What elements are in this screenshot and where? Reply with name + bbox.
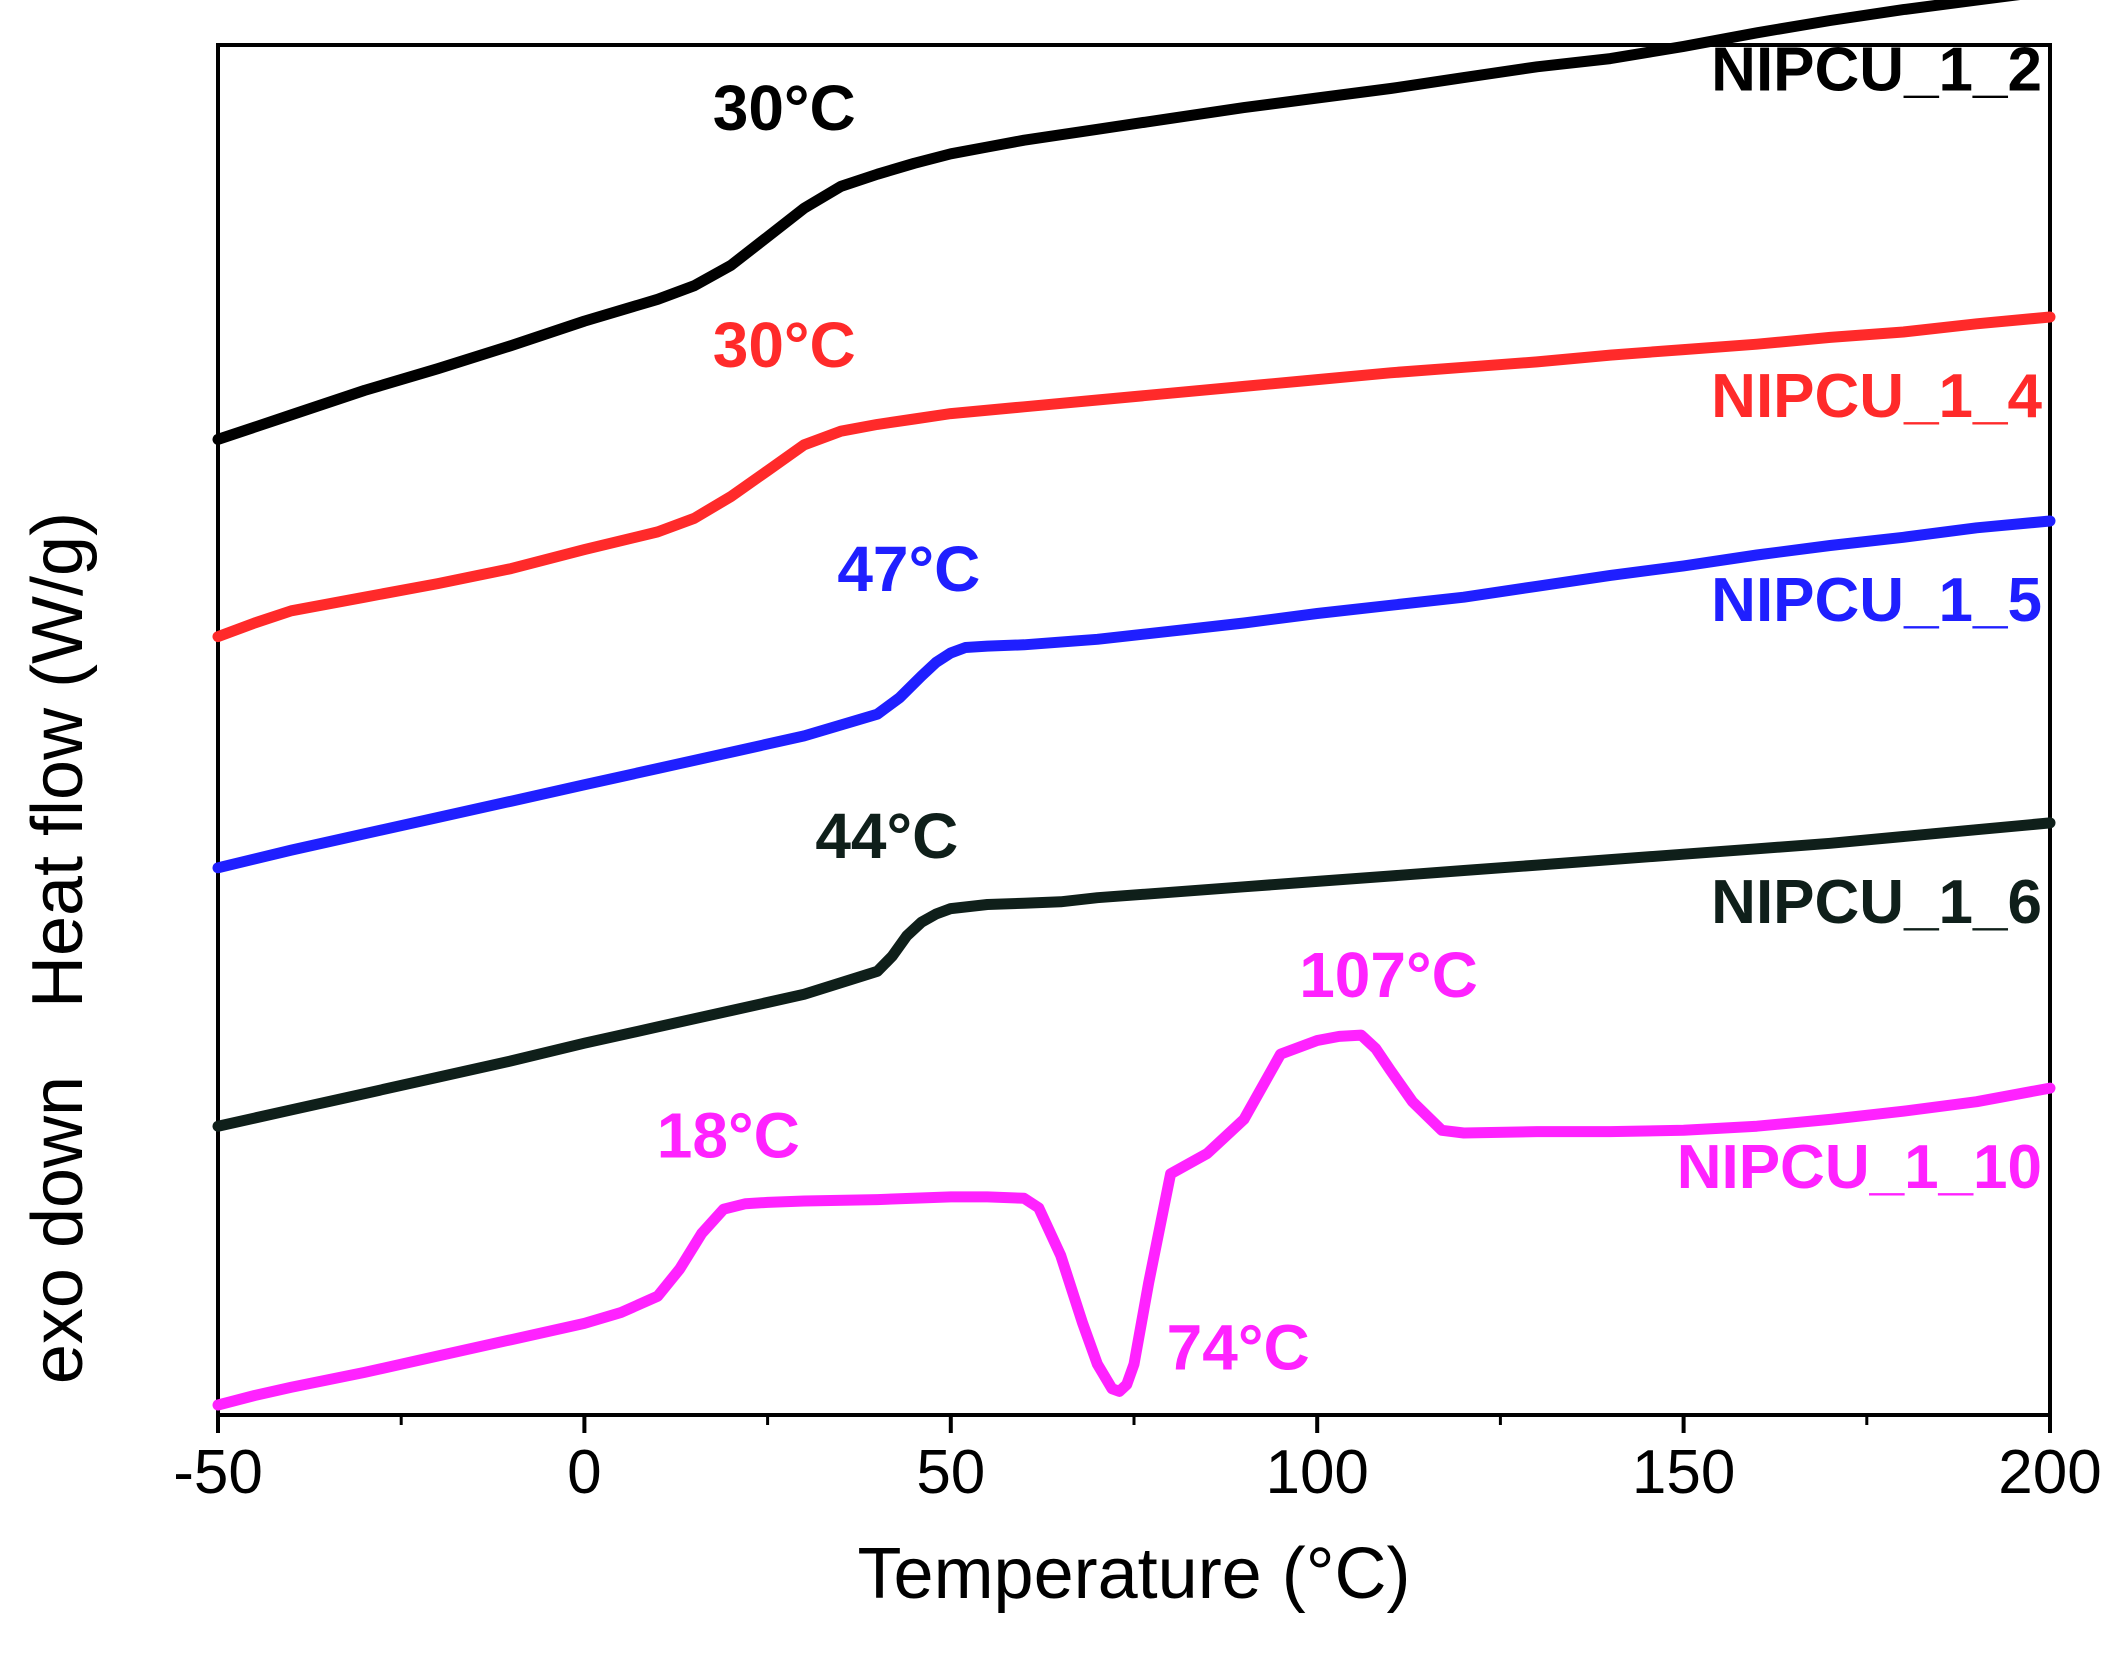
y-axis-exo-label: exo down (18, 1076, 98, 1384)
series-label-nipcu-1-6: NIPCU_1_6 (1711, 868, 2042, 937)
x-tick-label: 100 (1265, 1438, 1368, 1507)
x-axis-ticks: -50 0 50 100 150 200 (173, 1415, 2102, 1507)
series-line-nipcu-1-2 (212, 0, 2021, 445)
series-label-nipcu-1-4: NIPCU_1_4 (1711, 362, 2042, 431)
series-label-nipcu-1-10: NIPCU_1_10 (1677, 1133, 2042, 1202)
series-label-nipcu-1-5: NIPCU_1_5 (1711, 566, 2042, 635)
annotation-nipcu-1-10-74-c: 74°C (1167, 1312, 1310, 1384)
series-line-nipcu-1-5 (212, 515, 2056, 874)
x-tick-label: -50 (173, 1438, 263, 1507)
annotation-nipcu-1-2-30-c: 30°C (713, 72, 856, 144)
x-tick-label: 150 (1632, 1438, 1735, 1507)
series-line-nipcu-1-4 (212, 311, 2056, 643)
series-layer (212, 0, 2056, 1411)
x-tick-label: 200 (1998, 1438, 2101, 1507)
x-tick-label: 50 (916, 1438, 985, 1507)
annotation-nipcu-1-5-47-c: 47°C (837, 533, 980, 605)
x-axis-title: Temperature (°C) (858, 1534, 1411, 1614)
annotation-nipcu-1-4-30-c: 30°C (713, 309, 856, 381)
series-line-nipcu-1-6 (212, 817, 2056, 1132)
annotation-layer: NIPCU_1_2 NIPCU_1_4 NIPCU_1_5 NIPCU_1_6 NIPC… (657, 36, 2043, 1384)
y-axis-title: Heat flow (W/g) (18, 512, 98, 1008)
annotation-nipcu-1-6-44-c: 44°C (815, 800, 958, 872)
x-tick-label: 0 (567, 1438, 601, 1507)
plot-frame (216, 43, 2052, 1417)
series-label-nipcu-1-2: NIPCU_1_2 (1711, 36, 2042, 105)
annotation-nipcu-1-10-107-c: 107°C (1299, 939, 1478, 1011)
annotation-nipcu-1-10-18-c: 18°C (657, 1099, 800, 1171)
series-line-nipcu-1-10 (212, 1029, 2056, 1411)
